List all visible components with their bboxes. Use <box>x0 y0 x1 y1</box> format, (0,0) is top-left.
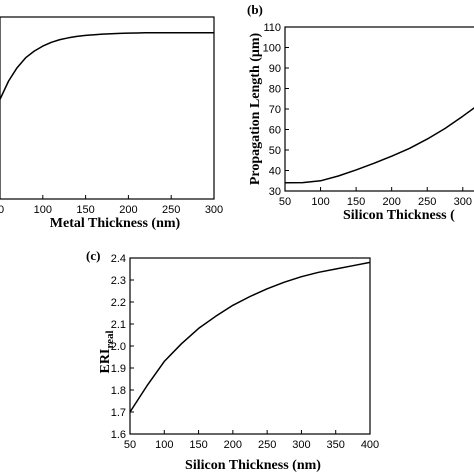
y-tick-label: 30 <box>269 186 281 198</box>
series-line <box>284 107 474 184</box>
y-tick-label: 1.8 <box>111 385 126 397</box>
y-tick-label: 100 <box>263 43 281 55</box>
panel-c-y-axis-label: ERIreal <box>98 330 116 373</box>
panel-b-x-ticks: 50 100 150 200 250 300 <box>279 187 472 208</box>
panel-a-x-ticks: 100 150 200 250 300 0 <box>0 195 223 216</box>
y-tick-label: 1.7 <box>111 407 126 419</box>
series-line <box>129 261 371 413</box>
panel-c-y-axis-label-sub: real <box>104 330 116 348</box>
y-tick-label: 60 <box>269 125 281 137</box>
panel-c-series <box>129 261 371 413</box>
y-tick-label: 1.9 <box>111 363 126 375</box>
y-tick-label: 2.3 <box>111 275 126 287</box>
panel-b-label: (b) <box>247 2 263 17</box>
x-tick-label: 200 <box>119 204 137 216</box>
panel-a-series <box>0 32 214 100</box>
panel-c-y-axis-label-main: ERI <box>98 349 113 374</box>
x-tick-label: 300 <box>205 204 223 216</box>
panel-c-x-ticks: 50 100 150 200 250 300 350 400 <box>124 430 379 451</box>
x-tick-label: 400 <box>361 439 379 451</box>
y-tick-label: 80 <box>269 84 281 96</box>
x-tick-label: 200 <box>382 196 400 208</box>
y-tick-label: 70 <box>269 104 281 116</box>
panel-c: (c) 50 100 150 200 250 300 350 400 1.6 1.7 1.8 1.9… <box>86 248 379 473</box>
panel-c-frame <box>129 257 371 435</box>
y-tick-label: 40 <box>269 166 281 178</box>
y-tick-label: 90 <box>269 63 281 75</box>
x-tick-label: 250 <box>418 196 436 208</box>
y-tick-label: 2.1 <box>111 319 126 331</box>
panel-b-x-axis-label: Silicon Thickness ( <box>343 208 455 223</box>
y-tick-label: 50 <box>269 145 281 157</box>
x-tick-label: 250 <box>258 439 276 451</box>
panel-a-frame <box>0 16 215 200</box>
panel-b-series <box>284 107 474 184</box>
x-tick-label: 350 <box>327 439 345 451</box>
x-tick-label: 150 <box>76 204 94 216</box>
panel-c-x-axis-label: Silicon Thickness (nm) <box>185 458 321 473</box>
y-tick-label: 1.6 <box>111 429 126 441</box>
x-tick-label: 300 <box>454 196 472 208</box>
panel-c-label: (c) <box>86 248 100 263</box>
series-line <box>0 32 214 100</box>
x-tick-label-partial: 0 <box>0 204 4 216</box>
x-tick-label: 150 <box>347 196 365 208</box>
y-tick-label: 2.2 <box>111 297 126 309</box>
x-tick-label: 100 <box>155 439 173 451</box>
x-tick-label: 300 <box>292 439 310 451</box>
x-tick-label: 200 <box>224 439 242 451</box>
panel-a: 100 150 200 250 300 0 Metal Thickness (nm) <box>0 16 223 231</box>
x-tick-label: 50 <box>279 196 291 208</box>
y-tick-label: 2.0 <box>111 341 126 353</box>
panel-b-frame <box>284 26 474 192</box>
x-tick-label: 250 <box>162 204 180 216</box>
panel-b: (b) 50 100 150 200 250 300 30 40 50 60 70 80 90 100 1… <box>247 2 474 223</box>
x-tick-label: 150 <box>189 439 207 451</box>
y-tick-label: 2.4 <box>111 253 126 265</box>
panel-c-y-ticks: 1.6 1.7 1.8 1.9 2.0 2.1 2.2 2.3 2.4 <box>111 253 134 441</box>
panel-a-x-axis-label: Metal Thickness (nm) <box>50 216 181 231</box>
x-tick-label: 100 <box>311 196 329 208</box>
panel-b-y-ticks: 30 40 50 60 70 80 90 100 110 <box>263 22 289 198</box>
x-tick-label: 50 <box>124 439 136 451</box>
y-tick-label: 110 <box>263 22 281 34</box>
x-tick-label: 100 <box>34 204 52 216</box>
panel-b-y-axis-label: Propagation Length (μm) <box>248 32 263 185</box>
